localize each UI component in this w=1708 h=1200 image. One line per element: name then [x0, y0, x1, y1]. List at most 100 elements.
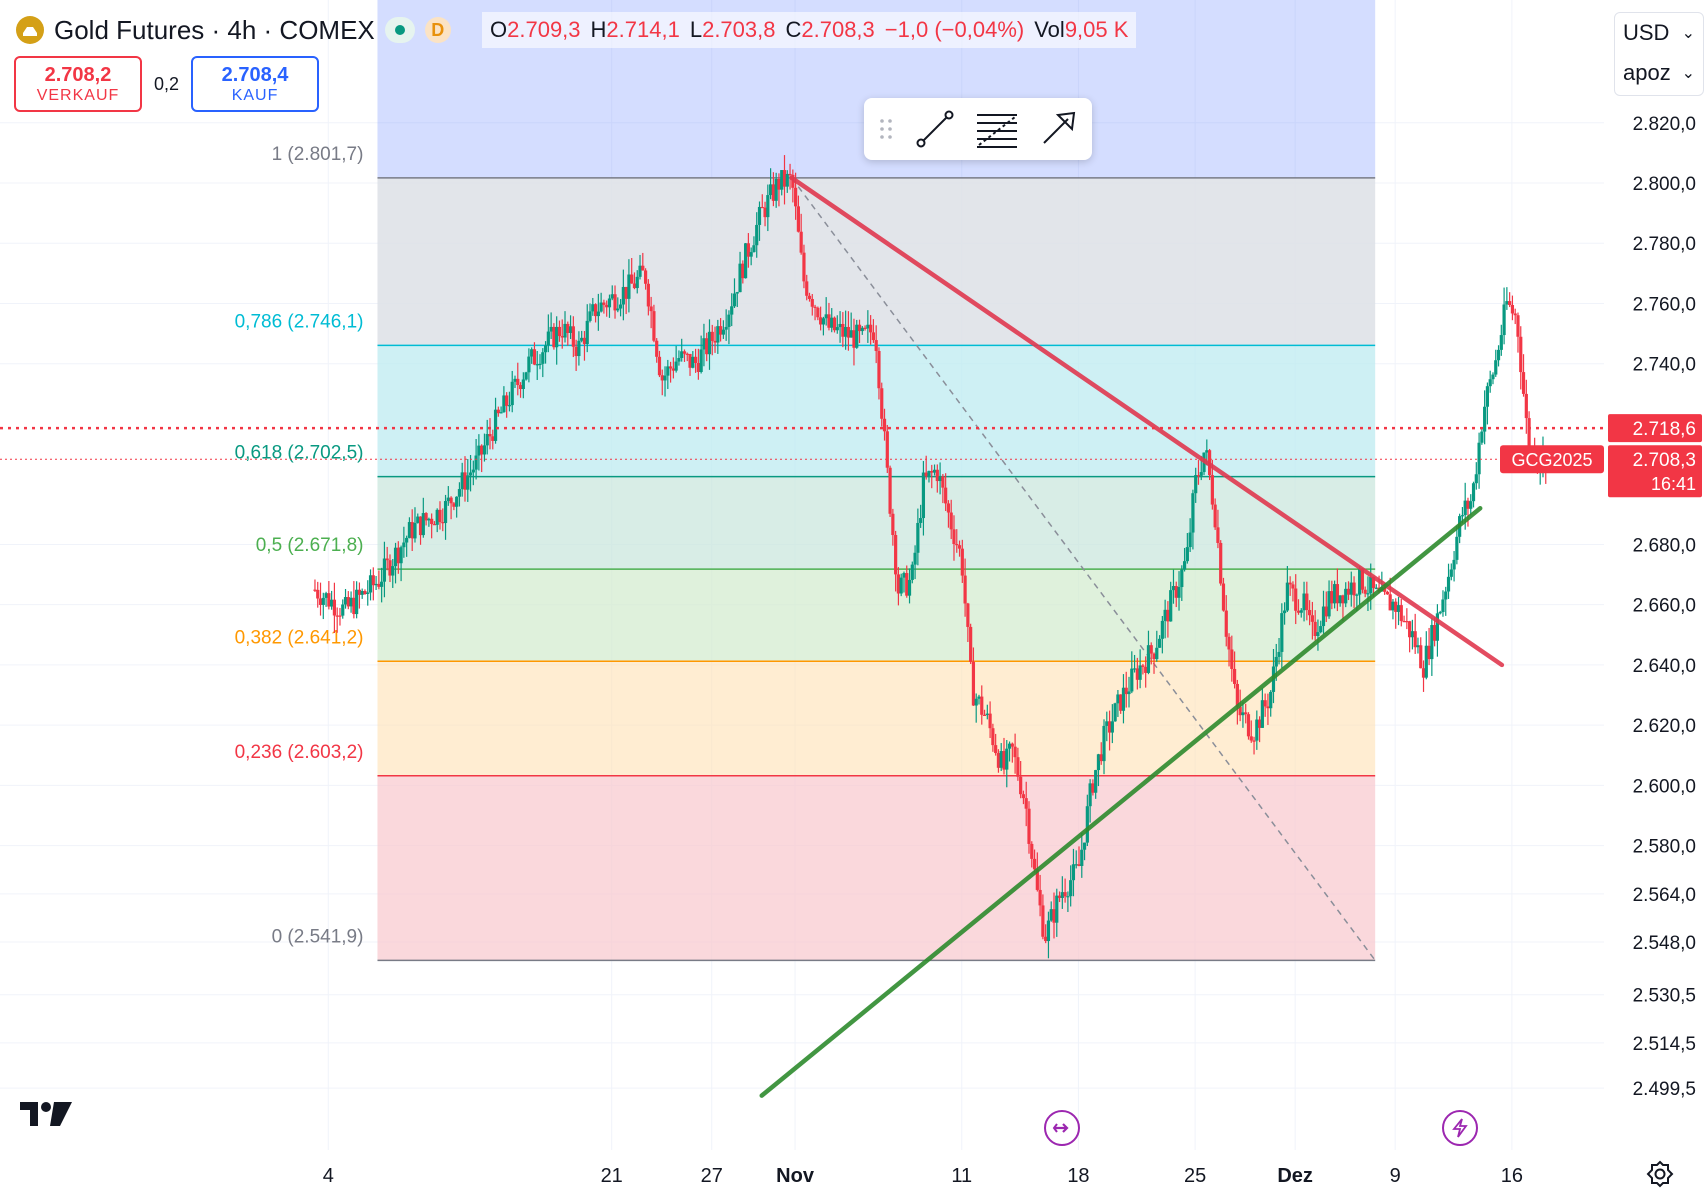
candle-body [1374, 587, 1378, 589]
fib-level-label: 0,236 (2.603,2) [235, 742, 364, 763]
settings-gear-icon[interactable] [1646, 1160, 1674, 1193]
candle-body [471, 469, 475, 473]
candle-body [480, 445, 484, 455]
candle-body [1205, 450, 1209, 453]
candle-body [1316, 632, 1320, 636]
buy-button[interactable]: 2.708,4 KAUF [191, 56, 320, 112]
candle-body [1446, 576, 1451, 592]
symbol-header: Gold Futures · 4h · COMEX D [16, 10, 451, 50]
candle-body [1074, 864, 1078, 866]
candle-body [1224, 610, 1228, 637]
candle-body [1524, 393, 1528, 419]
candles [313, 155, 1548, 959]
candle-body [1480, 431, 1484, 443]
price-tick-label: 2.740,0 [1633, 355, 1696, 376]
fib-retracement-icon[interactable] [975, 107, 1019, 151]
candle-body [1508, 301, 1512, 305]
sell-button[interactable]: 2.708,2 VERKAUF [14, 56, 142, 112]
candle-body [360, 590, 364, 595]
candle-body [782, 170, 787, 187]
candle-body [1196, 475, 1201, 477]
scale-dropdown[interactable]: apoz ⌄ [1615, 53, 1703, 93]
candle-body [1119, 694, 1123, 711]
candle-body [313, 589, 317, 591]
candle-body [1355, 594, 1359, 596]
candle-body [1402, 620, 1406, 623]
candle-body [780, 170, 784, 190]
time-axis: 4 21 27 Nov 11 18 25 Dez 9 16 [0, 1150, 1604, 1200]
candle-body [946, 503, 951, 513]
candle-body [380, 581, 384, 587]
currency-selector[interactable]: USD ⌄ apoz ⌄ [1614, 12, 1704, 96]
candle-body [1391, 601, 1395, 611]
candle-body [1385, 591, 1390, 595]
candle-body [677, 357, 681, 362]
candle-body [913, 552, 917, 565]
candle-body [455, 496, 459, 507]
candle-body [1135, 668, 1139, 680]
lightning-icon[interactable] [1442, 1110, 1478, 1146]
symbol-title[interactable]: Gold Futures · 4h · COMEX [54, 14, 375, 45]
chevron-down-icon: ⌄ [1681, 25, 1695, 42]
candle-body [566, 323, 570, 333]
candle-body [366, 592, 370, 594]
candle-body [593, 304, 598, 317]
candle-body [1408, 621, 1412, 638]
candle-body [577, 340, 581, 357]
candle-body [1141, 665, 1145, 667]
price-tick-label: 2.660,0 [1633, 596, 1696, 617]
candle-body [568, 326, 573, 333]
candle-body [1469, 501, 1473, 509]
candle-body [1013, 746, 1017, 758]
symbol-price-badge [1500, 445, 1604, 474]
time-tick-label: 18 [1067, 1165, 1089, 1187]
candle-body [1338, 595, 1342, 604]
candle-body [1352, 582, 1356, 596]
trend-line-icon[interactable] [914, 107, 957, 151]
candle-body [949, 512, 953, 530]
candle-body [996, 753, 1001, 768]
candle-body [955, 544, 959, 546]
candle-body [1308, 609, 1312, 616]
candle-body [560, 336, 564, 338]
candle-body [735, 292, 739, 294]
candle-body [580, 337, 584, 341]
replay-icon[interactable] [1044, 1110, 1080, 1146]
candle-body [794, 187, 798, 207]
candle-body [1399, 605, 1403, 621]
drag-handle-icon[interactable] [876, 117, 896, 141]
candle-body [777, 178, 781, 190]
fib-retracement: 1 (2.801,7) 0,786 (2.746,1) 0,618 (2.702,5… [235, 0, 1376, 962]
candle-body [1030, 843, 1034, 859]
candle-body [807, 295, 812, 299]
fib-level-label: 1 (2.801,7) [272, 144, 364, 165]
candle-body [371, 575, 375, 586]
candle-body [349, 597, 353, 607]
interval-badge[interactable]: D [424, 17, 451, 43]
candle-body [338, 615, 342, 617]
candle-body [427, 518, 431, 521]
candle-body [1405, 621, 1409, 623]
candle-body [557, 326, 562, 337]
candle-body [1174, 586, 1178, 598]
candle-body [1327, 591, 1331, 617]
candle-body [352, 597, 356, 615]
candle-body [1319, 626, 1323, 633]
candle-body [921, 472, 926, 519]
candle-body [877, 350, 881, 389]
candle-body [435, 509, 439, 525]
candle-body [1146, 645, 1151, 673]
tradingview-logo-icon[interactable] [20, 1100, 72, 1133]
candle-body [621, 286, 625, 305]
currency-dropdown[interactable]: USD ⌄ [1615, 13, 1703, 53]
candle-body [1358, 569, 1362, 595]
chevron-down-icon: ⌄ [1681, 65, 1695, 82]
marker-price-badge [1608, 414, 1702, 443]
fib-level-label: 0,382 (2.641,2) [235, 627, 364, 648]
candle-body [332, 599, 337, 616]
resistance-trend-line [789, 175, 1505, 668]
arrow-icon[interactable] [1037, 107, 1080, 151]
candle-body [844, 326, 848, 337]
fib-level-label: 0,786 (2.746,1) [235, 311, 364, 332]
